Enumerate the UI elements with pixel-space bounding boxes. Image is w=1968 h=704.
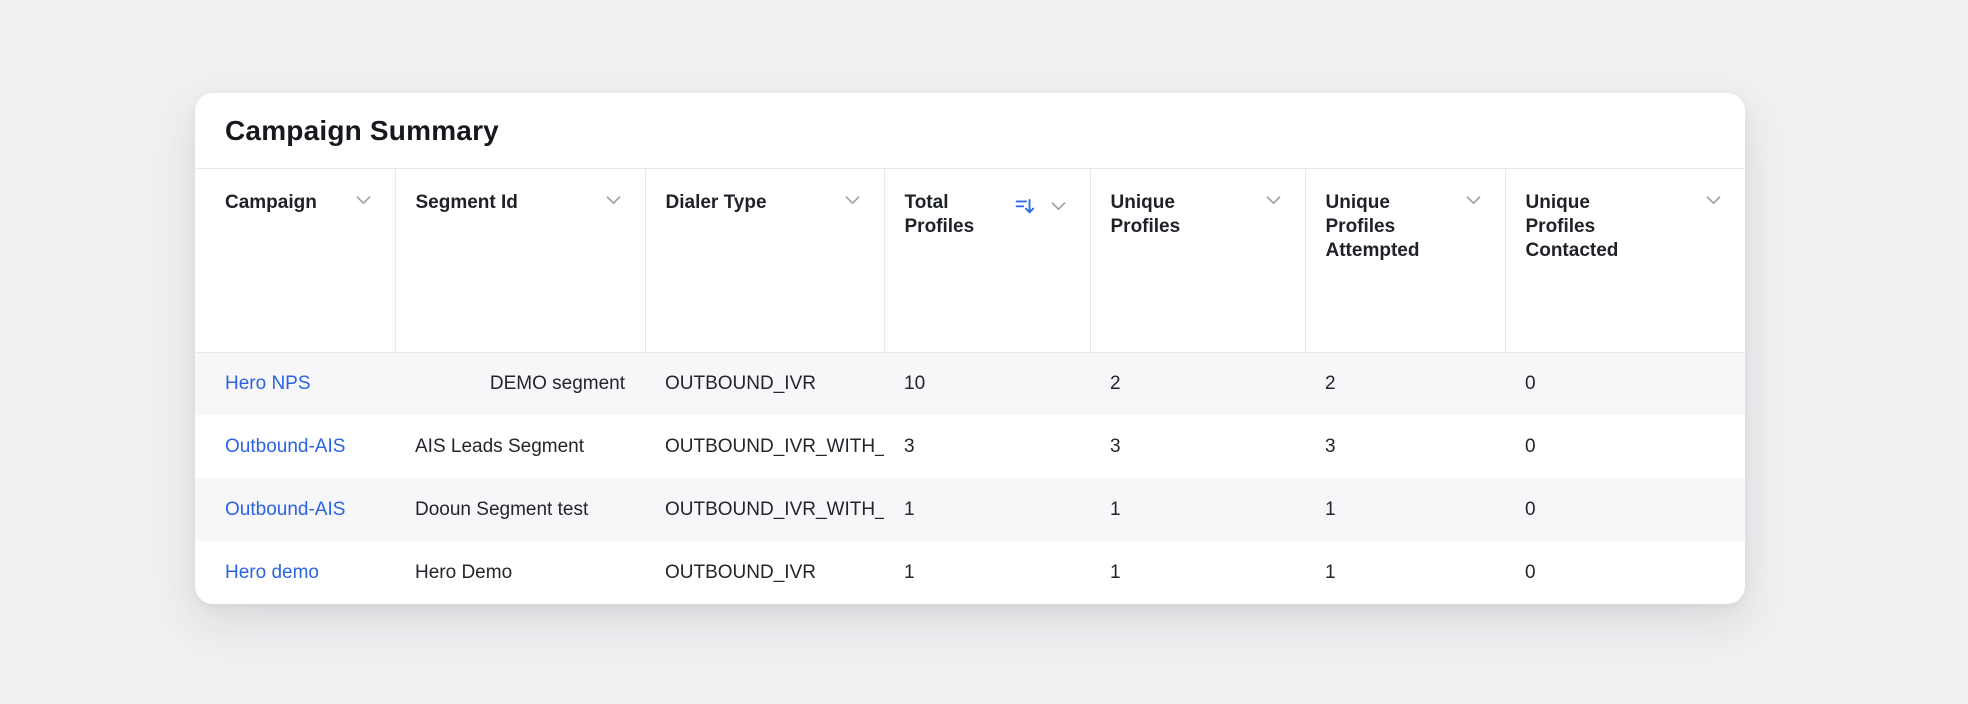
table-row: Hero demo Hero Demo OUTBOUND_IVR 1 1 1 0 [195,541,1745,604]
cell-campaign: Outbound-AIS [195,415,395,478]
column-header-total-profiles[interactable]: Total Profiles [884,169,1091,353]
cell-campaign: Hero NPS [195,352,395,415]
campaign-link[interactable]: Outbound-AIS [225,435,346,457]
cell-unique-profiles: 2 [1110,372,1121,394]
cell-total-profiles: 1 [904,561,915,583]
cell-unique-profiles: 1 [1110,498,1121,520]
cell-total-profiles: 10 [904,372,926,394]
cell-dialer-type: OUTBOUND_IVR_WITH_ [665,435,884,457]
cell-unique-profiles: 3 [1110,435,1121,457]
chevron-down-icon[interactable] [1266,196,1281,205]
cell-unique-profiles-contacted: 0 [1525,561,1536,583]
campaign-summary-table: Campaign Segment Id [195,169,1745,604]
cell-campaign: Hero demo [195,541,395,604]
cell-unique-profiles: 1 [1110,561,1121,583]
column-header-campaign[interactable]: Campaign [195,169,396,353]
column-label: Dialer Type [665,192,767,213]
cell-unique-profiles-contacted: 0 [1525,498,1536,520]
chevron-down-icon[interactable] [1466,196,1481,205]
page-title: Campaign Summary [225,114,499,146]
chevron-down-icon[interactable] [845,196,860,205]
column-header-segment-id[interactable]: Segment Id [395,169,646,353]
cell-unique-profiles-attempted: 2 [1325,372,1336,394]
table-header: Campaign Segment Id [195,169,1745,353]
column-header-unique-profiles-attempted[interactable]: Unique Profiles Attempted [1305,169,1506,353]
column-label: Segment Id [415,192,518,213]
cell-segment-id: DEMO segment [489,372,625,394]
chevron-down-icon[interactable] [606,196,621,205]
cell-unique-profiles-attempted: 1 [1325,498,1336,520]
column-header-unique-profiles[interactable]: Unique Profiles [1090,169,1306,353]
cell-total-profiles: 3 [904,435,915,457]
sort-descending-icon[interactable] [1014,196,1035,217]
column-label: Campaign [225,192,317,213]
cell-segment-id: Dooun Segment test [415,498,589,520]
cell-dialer-type: OUTBOUND_IVR [665,372,816,394]
card-header: Campaign Summary [195,93,1745,169]
chevron-down-icon[interactable] [356,196,371,205]
cell-dialer-type: OUTBOUND_IVR [665,561,816,583]
cell-total-profiles: 1 [904,498,915,520]
table-header-row: Campaign Segment Id [195,169,1745,353]
cell-dialer-type: OUTBOUND_IVR_WITH_ [665,498,884,520]
campaign-link[interactable]: Outbound-AIS [225,498,346,520]
campaign-summary-card: Campaign Summary Campaign [195,93,1745,604]
cell-unique-profiles-attempted: 3 [1325,435,1336,457]
column-label: Unique Profiles [1110,192,1181,237]
column-header-dialer-type[interactable]: Dialer Type [645,169,885,353]
column-label: Unique Profiles Contacted [1525,192,1619,261]
cell-segment-id: AIS Leads Segment [415,435,584,457]
table-row: Outbound-AIS Dooun Segment test OUTBOUND_I… [195,478,1745,541]
table-body: Hero NPS DEMO segment OUTBOUND_IVR 10 2 2 0 Out… [195,352,1745,604]
cell-unique-profiles-contacted: 0 [1525,372,1536,394]
cell-campaign: Outbound-AIS [195,478,395,541]
column-label: Unique Profiles Attempted [1325,192,1420,261]
campaign-link[interactable]: Hero demo [225,561,319,583]
table-row: Hero NPS DEMO segment OUTBOUND_IVR 10 2 2 0 [195,352,1745,415]
cell-unique-profiles-contacted: 0 [1525,435,1536,457]
column-header-unique-profiles-contacted[interactable]: Unique Profiles Contacted [1505,169,1745,353]
cell-segment-id: Hero Demo [415,561,513,583]
cell-unique-profiles-attempted: 1 [1325,561,1336,583]
chevron-down-icon[interactable] [1051,202,1066,211]
chevron-down-icon[interactable] [1706,196,1721,205]
table-row: Outbound-AIS AIS Leads Segment OUTBOUND_IV… [195,415,1745,478]
column-label: Total Profiles [904,192,975,237]
campaign-link[interactable]: Hero NPS [225,372,311,394]
